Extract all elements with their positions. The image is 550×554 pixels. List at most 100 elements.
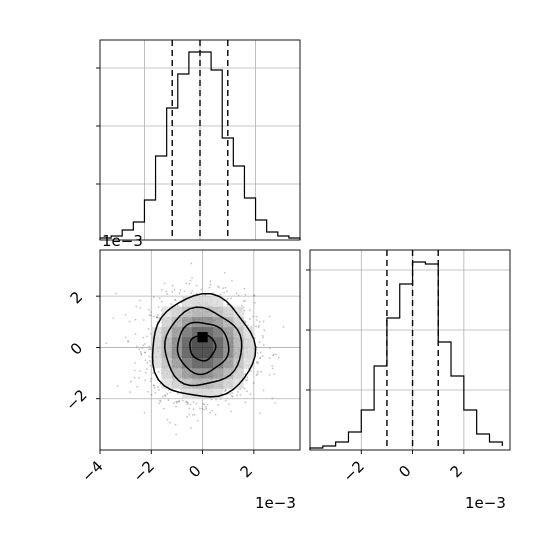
joint-scatter-point xyxy=(211,409,214,412)
joint-scatter-point xyxy=(177,305,179,307)
joint-scatter-point xyxy=(256,361,258,363)
joint-scatter-point xyxy=(152,384,155,387)
joint-scatter-point xyxy=(239,393,242,396)
joint-density-block xyxy=(212,306,224,317)
joint-scatter-point xyxy=(271,397,274,400)
joint-scatter-point xyxy=(191,289,194,292)
joint-scatter-point xyxy=(272,354,274,357)
joint-density-block xyxy=(223,326,234,338)
joint-scatter-point xyxy=(158,388,161,391)
joint-density-block xyxy=(192,296,203,307)
joint-panel: −4 −2 0 2−202 1e−3 1e−3 xyxy=(62,232,301,512)
joint-scatter-point xyxy=(201,407,204,410)
joint-scatter-point xyxy=(257,361,260,364)
joint-scatter-point xyxy=(240,304,243,307)
joint-scatter-point xyxy=(157,386,159,388)
joint-scatter-point xyxy=(282,326,285,328)
joint-scatter-point xyxy=(186,401,188,404)
joint-scatter-point xyxy=(192,401,195,403)
joint-density-block xyxy=(151,347,162,358)
hist1-frame xyxy=(309,249,511,451)
joint-scatter-point xyxy=(182,399,184,402)
joint-density-block xyxy=(161,326,173,338)
joint-density-block xyxy=(171,337,183,348)
hist0-marks xyxy=(99,40,301,240)
joint-scatter-point xyxy=(244,293,247,296)
joint-density-block xyxy=(202,306,214,317)
joint-scatter-point xyxy=(153,315,155,318)
joint-scatter-point xyxy=(209,411,212,414)
joint-scatter-point xyxy=(155,316,158,319)
joint-scatter-point xyxy=(254,301,256,304)
joint-scatter-point xyxy=(170,303,173,305)
joint-scatter-point xyxy=(268,373,271,376)
joint-scatter-point xyxy=(216,285,219,288)
joint-scatter-point xyxy=(142,336,145,339)
joint-scatter-point xyxy=(254,337,256,339)
joint-scatter-point xyxy=(147,348,150,351)
joint-peak-block xyxy=(197,332,208,343)
joint-density-block xyxy=(171,367,183,379)
joint-scatter-point xyxy=(203,403,206,406)
joint-scatter-point xyxy=(255,315,258,318)
joint-scatter-point xyxy=(257,326,260,329)
joint-scatter-point xyxy=(173,298,176,301)
joint-density-block xyxy=(202,388,214,400)
joint-scatter-point xyxy=(150,377,153,380)
joint-scatter-point xyxy=(237,391,239,393)
joint-scatter-point xyxy=(175,400,178,403)
joint-scatter-point xyxy=(242,300,245,303)
joint-scatter-point xyxy=(166,293,169,295)
joint-scatter-point xyxy=(160,288,163,291)
joint-scatter-point xyxy=(134,362,136,364)
joint-scatter-point xyxy=(135,345,138,348)
joint-scatter-point xyxy=(153,386,156,389)
joint-density-block xyxy=(223,367,234,379)
joint-density-block xyxy=(192,337,203,348)
joint-scatter-point xyxy=(243,387,246,390)
joint-density-block xyxy=(202,357,214,369)
joint-scatter-point xyxy=(277,356,280,359)
joint-scatter-point xyxy=(166,418,169,421)
joint-scatter-point xyxy=(156,316,159,319)
joint-scatter-point xyxy=(185,415,188,418)
joint-scatter-point xyxy=(164,395,167,397)
joint-scatter-point xyxy=(169,391,172,394)
joint-scatter-point xyxy=(195,284,198,287)
joint-scatter-point xyxy=(175,401,178,404)
joint-scatter-point xyxy=(146,390,149,393)
joint-scatter-point xyxy=(200,288,202,291)
joint-scatter-point xyxy=(169,421,171,424)
joint-scatter-point xyxy=(199,407,201,410)
joint-density-block xyxy=(151,326,162,338)
joint-scatter-point xyxy=(148,355,150,358)
joint-scatter-point xyxy=(231,279,233,282)
joint-density-block xyxy=(243,357,255,369)
joint-scatter-point xyxy=(253,294,256,297)
joint-density-block xyxy=(233,367,244,379)
joint-scatter-point xyxy=(133,369,136,372)
joint-scatter-point xyxy=(136,385,139,388)
joint-density-block xyxy=(151,357,162,369)
joint-scatter-point xyxy=(140,352,143,355)
joint-scatter-point xyxy=(274,353,277,356)
joint-scatter-point xyxy=(262,320,265,323)
joint-scatter-point xyxy=(138,376,140,379)
joint-scatter-point xyxy=(204,406,207,408)
joint-scatter-point xyxy=(236,394,239,397)
joint-contour-1 xyxy=(176,321,230,376)
joint-scatter-point xyxy=(127,340,130,343)
joint-scatter-point xyxy=(195,292,198,295)
joint-scatter-point xyxy=(156,314,159,316)
joint-scatter-point xyxy=(140,354,143,356)
joint-density-block xyxy=(182,326,193,338)
joint-density-block xyxy=(171,316,183,328)
joint-density-block xyxy=(171,378,183,389)
joint-scatter-point xyxy=(157,306,160,308)
joint-density-block xyxy=(233,316,244,328)
joint-scatter-point xyxy=(230,297,233,300)
joint-scatter-point xyxy=(157,371,160,373)
joint-scatter-point xyxy=(156,316,158,319)
joint-scatter-point xyxy=(208,286,211,289)
joint-scatter-point xyxy=(114,292,117,295)
